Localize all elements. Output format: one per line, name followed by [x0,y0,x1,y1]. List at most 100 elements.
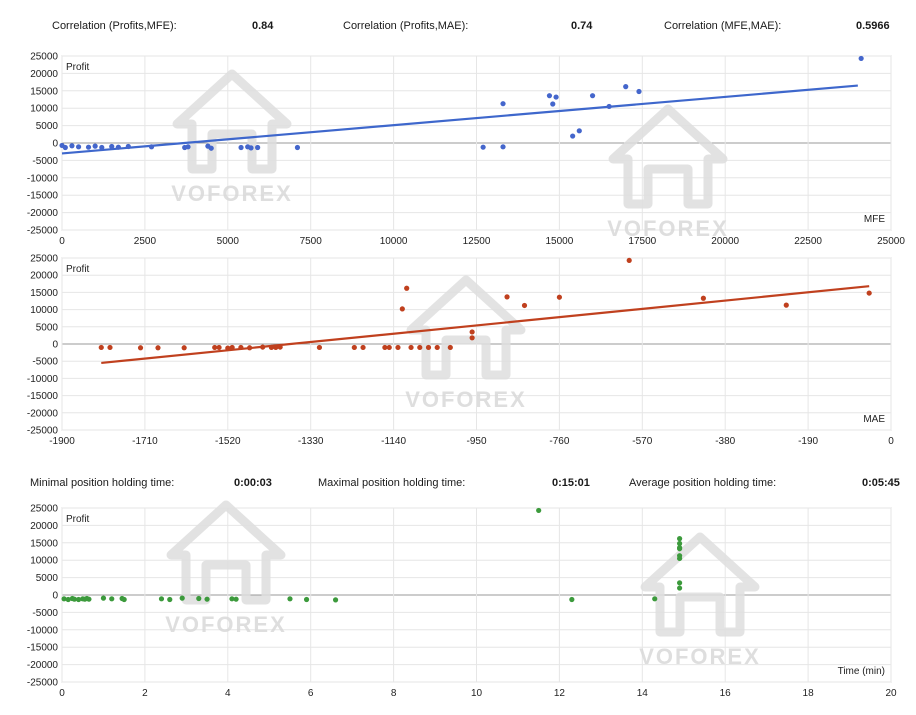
avg-holding-time-value: 0:05:45 [862,477,900,489]
data-point [556,294,563,300]
data-point [216,344,222,351]
x-tick-label: 25000 [877,236,905,247]
data-point [287,596,293,602]
data-point [85,144,92,150]
x-tick-label: 16 [720,688,732,699]
y-tick-label: -10000 [27,173,59,184]
data-point [69,143,75,149]
watermark-logo: VOFOREX [607,104,728,241]
x-tick-label: 6 [308,688,314,699]
data-point [404,285,410,291]
x-tick-label: 12 [554,688,566,699]
x-tick-label: 10000 [380,236,408,247]
data-point [148,144,155,150]
y-tick-label: -5000 [32,357,58,368]
data-point [382,344,388,351]
x-tick-label: -190 [798,436,818,447]
data-point [115,144,121,150]
data-point [500,144,506,150]
y-tick-label: -20000 [27,408,59,419]
data-point [208,145,214,151]
y-tick-label: -5000 [32,156,58,167]
y-tick-label: -5000 [32,608,58,619]
data-point [469,335,475,341]
data-point [196,595,202,602]
data-point [179,595,185,601]
data-point [86,596,92,602]
data-point [858,55,864,62]
data-point [225,345,231,351]
profit-vs-mae-chart: 25000 20000 15000 10000 5000 0 -5000 -10000 -150… [27,254,894,448]
x-axis-label: MAE [863,414,885,425]
data-point [125,143,131,150]
data-point [395,344,401,351]
data-point [204,596,210,602]
corr-profit-mfe-value: 0.84 [252,20,274,32]
data-point [360,344,366,351]
data-point [417,344,423,351]
x-tick-label: 0 [888,436,894,447]
y-tick-label: -10000 [27,625,59,636]
data-point [589,93,596,99]
y-tick-label: 10000 [30,305,58,316]
x-tick-label: -1520 [215,436,241,447]
watermark-logo: VOFOREX [405,275,526,412]
x-axis-label: Time (min) [838,666,885,677]
data-point [248,145,254,151]
x-tick-label: 7500 [300,236,323,247]
data-point [158,596,165,602]
data-point [100,595,107,601]
watermark-arrow-icon [406,275,526,380]
y-tick-label: 5000 [36,121,59,132]
data-point [75,144,82,150]
data-point [623,84,629,90]
x-tick-label: -950 [466,436,486,447]
profit-vs-mfe-chart: 25000 20000 15000 10000 5000 0 -5000 -10000 -150… [27,52,905,248]
data-point [303,596,310,603]
y-tick-label: 5000 [36,573,59,584]
x-tick-label: 0 [59,236,65,247]
data-point [71,596,78,602]
data-point [536,507,542,514]
y-tick-label: -15000 [27,191,59,202]
x-axis-label: MFE [864,214,885,225]
data-point [546,93,553,99]
data-point [65,596,71,603]
y-tick-label: 25000 [30,254,58,265]
min-holding-time-value: 0:00:03 [234,477,272,489]
data-point [677,580,683,586]
data-point [92,143,98,149]
x-tick-label: 18 [803,688,815,699]
data-point [550,101,556,107]
data-point [121,596,127,603]
y-tick-label: -25000 [27,226,59,237]
data-point [500,101,506,107]
watermark-arrow-icon [608,104,728,209]
data-point [652,596,658,602]
data-point [636,88,642,95]
x-tick-label: -1710 [132,436,158,447]
data-point [62,144,68,151]
x-tick-label: -1140 [381,436,406,447]
data-point [247,345,253,351]
y-tick-label: 10000 [30,104,58,115]
y-tick-label: -15000 [27,391,59,402]
data-point [626,257,632,264]
data-point [212,344,218,351]
data-point [107,344,113,351]
x-tick-label: 10 [471,688,483,699]
y-axis-label: Profit [66,264,90,275]
data-point [399,306,405,312]
y-tick-label: 20000 [30,69,58,80]
data-point [255,144,261,151]
data-point [677,545,683,551]
x-tick-label: 20 [885,688,897,699]
y-tick-label: 0 [52,139,58,150]
avg-holding-time-label: Average position holding time: [629,477,777,489]
max-holding-time-value: 0:15:01 [552,477,590,489]
y-tick-label: 5000 [36,322,59,333]
y-tick-label: 15000 [30,86,58,97]
x-tick-label: 0 [59,688,65,699]
x-tick-label: -760 [549,436,569,447]
x-tick-label: 8 [391,688,397,699]
